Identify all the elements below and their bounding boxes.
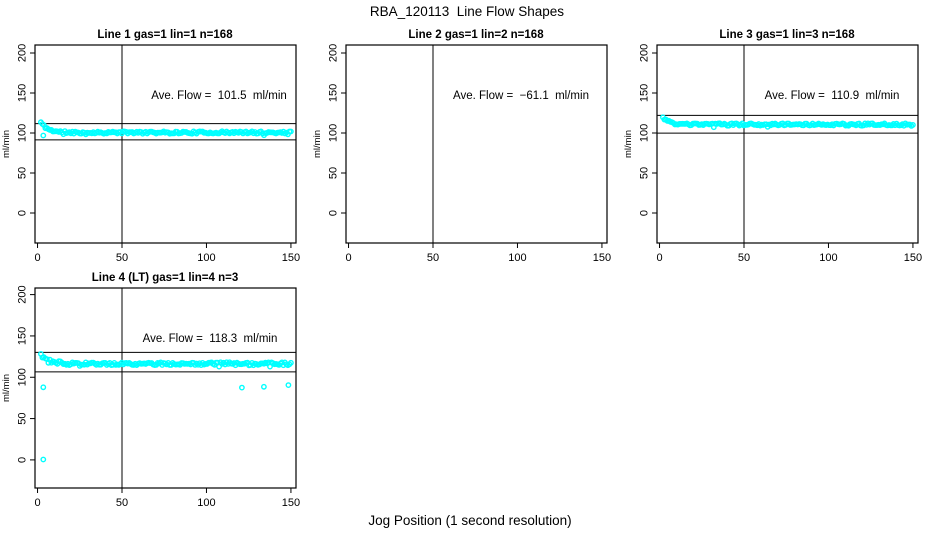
y-tick-label: 0 — [639, 210, 651, 216]
x-tick-label: 100 — [508, 252, 526, 264]
x-tick-label: 50 — [738, 252, 750, 264]
y-tick-label: 100 — [639, 124, 651, 142]
data-point — [40, 456, 47, 463]
ave-flow-annotation: Ave. Flow = 110.9 ml/min — [765, 90, 900, 102]
plot-box — [345, 44, 608, 244]
subplot-title: Line 4 (LT) gas=1 lin=4 n=3 — [92, 272, 238, 284]
plot-area: 0 50 100 150 200 0 50 100 150 — [328, 44, 612, 264]
data-point — [40, 384, 47, 391]
data-point — [285, 382, 292, 388]
subplot-title: Line 2 gas=1 lin=2 n=168 — [408, 29, 544, 41]
subplot-line-1: Line 1 gas=1 lin=1 n=168 Ave. Flow = 101… — [1, 29, 300, 264]
y-axis-title: ml/min — [623, 130, 634, 158]
y-tick-label: 200 — [328, 44, 340, 62]
x-tick-label: 0 — [345, 252, 351, 264]
x-tick-label: 150 — [282, 497, 300, 509]
x-tick-label: 150 — [282, 252, 300, 264]
y-tick-label: 0 — [17, 457, 29, 463]
plot-area: 0 50 100 150 200 0 50 100 150 — [639, 44, 923, 264]
data-point — [287, 359, 294, 366]
y-tick-label: 100 — [328, 124, 340, 142]
x-tick-label: 50 — [116, 497, 128, 509]
subplot-line-3: Line 3 gas=1 lin=3 n=168 Ave. Flow = 110… — [623, 29, 922, 264]
data-point — [287, 128, 294, 135]
x-tick-label: 50 — [427, 252, 439, 264]
y-axis-title: ml/min — [1, 130, 12, 158]
subplot-line-4: Line 4 (LT) gas=1 lin=4 n=3 Ave. Flow = … — [1, 272, 300, 509]
main-title: RBA_120113 Line Flow Shapes — [370, 4, 564, 19]
y-tick-label: 50 — [17, 412, 29, 424]
x-tick-label: 100 — [197, 497, 215, 509]
x-tick-label: 0 — [34, 497, 40, 509]
ave-flow-annotation: Ave. Flow = −61.1 ml/min — [453, 90, 589, 102]
x-axis-global-label: Jog Position (1 second resolution) — [368, 513, 571, 528]
y-axis-title: ml/min — [1, 374, 12, 402]
y-tick-label: 200 — [17, 44, 29, 62]
y-tick-label: 150 — [639, 84, 651, 102]
x-tick-label: 150 — [904, 252, 922, 264]
plot-box — [34, 287, 297, 489]
y-tick-label: 50 — [17, 167, 29, 179]
y-tick-label: 50 — [328, 167, 340, 179]
x-tick-label: 50 — [116, 252, 128, 264]
y-tick-label: 200 — [639, 44, 651, 62]
subplot-title: Line 1 gas=1 lin=1 n=168 — [97, 29, 233, 41]
y-tick-label: 100 — [17, 368, 29, 386]
y-tick-label: 150 — [328, 84, 340, 102]
x-tick-label: 100 — [819, 252, 837, 264]
x-tick-label: 100 — [197, 252, 215, 264]
subplot-title: Line 3 gas=1 lin=3 n=168 — [719, 29, 855, 41]
x-tick-label: 0 — [656, 252, 662, 264]
x-tick-label: 0 — [34, 252, 40, 264]
y-tick-label: 200 — [17, 285, 29, 303]
plot-area: 0 50 100 150 200 0 50 100 150 — [17, 44, 301, 264]
data-point — [260, 383, 267, 390]
data-point — [40, 132, 47, 139]
y-tick-label: 150 — [17, 327, 29, 345]
data-point — [238, 384, 245, 391]
plot-box — [34, 44, 297, 244]
y-tick-label: 100 — [17, 124, 29, 142]
ave-flow-annotation: Ave. Flow = 101.5 ml/min — [151, 90, 287, 102]
y-tick-label: 0 — [328, 210, 340, 216]
subplot-line-2: Line 2 gas=1 lin=2 n=168 Ave. Flow = −61… — [312, 29, 611, 264]
x-tick-label: 150 — [593, 252, 611, 264]
plot-box — [656, 44, 919, 244]
data-point — [910, 122, 916, 128]
ave-flow-annotation: Ave. Flow = 118.3 ml/min — [143, 333, 278, 345]
y-tick-label: 150 — [17, 84, 29, 102]
y-tick-label: 0 — [17, 210, 29, 216]
plot-area: 0 50 100 150 200 0 50 100 150 — [17, 285, 301, 509]
y-tick-label: 50 — [639, 167, 651, 179]
y-axis-title: ml/min — [312, 130, 323, 158]
